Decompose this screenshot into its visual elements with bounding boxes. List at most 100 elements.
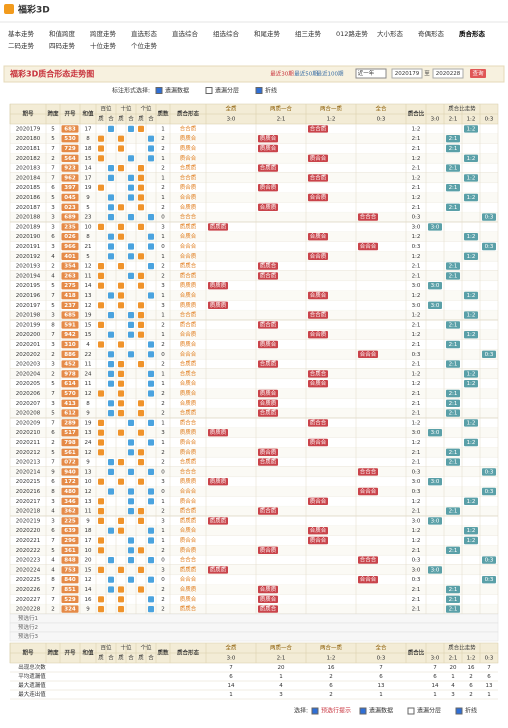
- position-mark: [148, 557, 154, 564]
- number-bg: [61, 536, 79, 545]
- checkbox[interactable]: [455, 707, 463, 715]
- nav-link[interactable]: 和尾走势: [254, 29, 281, 38]
- stat-value: 1: [379, 692, 383, 698]
- sum-cell: 13: [85, 499, 92, 505]
- span-cell: 5: [51, 303, 55, 309]
- nav-link[interactable]: 012路走势: [336, 29, 368, 38]
- quick-range[interactable]: 最近100期: [317, 70, 344, 78]
- trend-chip: [428, 282, 442, 290]
- number-bg: [61, 546, 79, 554]
- position-mark: [138, 361, 144, 368]
- sub-header: 合: [128, 654, 134, 662]
- sum-cell: 13: [85, 293, 92, 299]
- stat-value: 3: [279, 692, 283, 698]
- period-cell: 2020213: [16, 460, 41, 466]
- shape-cell: 合合质: [180, 124, 197, 132]
- nav-link[interactable]: 四码走势: [49, 41, 76, 50]
- row-shade: [10, 525, 498, 536]
- number-bg: [61, 135, 79, 143]
- sub-header: 0:3: [377, 656, 386, 662]
- ratio-cell: 3:0: [412, 430, 421, 436]
- group-chip: [258, 605, 278, 613]
- position-mark: [98, 606, 104, 613]
- period-cell: 2020210: [16, 430, 41, 436]
- span-cell: 5: [51, 411, 55, 417]
- group-chip-text: 质合质: [260, 183, 277, 191]
- period-cell: 2020182: [16, 156, 41, 162]
- span-cell: 7: [51, 420, 55, 426]
- nav-link[interactable]: 组三走势: [295, 29, 322, 38]
- ratio-cell: 0:3: [412, 577, 421, 583]
- period-cell: 2020219: [16, 518, 41, 524]
- checkbox[interactable]: [205, 87, 213, 94]
- group-chip-text: 合质质: [260, 585, 277, 593]
- group-chip-text: 质质质: [210, 565, 227, 573]
- position-mark: [108, 410, 114, 417]
- primes-cell: 2: [161, 264, 165, 270]
- quick-range[interactable]: 最近50期: [294, 70, 318, 78]
- group-chip-text: 合合质: [310, 252, 327, 260]
- nav-link[interactable]: 跨度走势: [90, 29, 117, 38]
- position-mark: [118, 586, 124, 593]
- position-mark: [138, 125, 144, 132]
- nav-link[interactable]: 二码走势: [8, 41, 35, 50]
- checkbox[interactable]: [311, 707, 319, 715]
- ratio-cell: 0:3: [412, 558, 421, 564]
- group-chip: [258, 595, 278, 603]
- sum-cell: 15: [85, 332, 92, 338]
- stat-value: 1: [279, 674, 283, 680]
- sub-header: 1:2: [327, 656, 336, 662]
- span-cell: 4: [51, 509, 55, 515]
- column-header: 和值: [82, 649, 94, 657]
- nav-link[interactable]: 个位走势: [131, 41, 158, 50]
- nav-link[interactable]: 质合形态: [459, 29, 486, 38]
- checkbox[interactable]: [407, 707, 415, 715]
- footer-option: 遗漏数据: [369, 707, 393, 715]
- trend-chip: [464, 291, 478, 300]
- period-cell: 2020187: [16, 205, 41, 211]
- nav-link[interactable]: 大小形态: [377, 29, 404, 38]
- span-cell: 2: [51, 352, 55, 358]
- checkbox[interactable]: [155, 87, 163, 94]
- position-mark: [108, 468, 114, 475]
- group-chip-text: 质质合: [260, 595, 277, 603]
- position-mark: [108, 125, 114, 132]
- checkbox[interactable]: [255, 87, 263, 94]
- sum-cell: 11: [85, 509, 92, 515]
- row-shade: [10, 251, 498, 262]
- nav-link[interactable]: 直选形态: [131, 29, 158, 38]
- checkbox[interactable]: [359, 707, 367, 715]
- nav-link[interactable]: 和值跨度: [49, 29, 76, 38]
- position-mark: [118, 380, 124, 387]
- shape-cell: 合合合: [180, 575, 197, 583]
- trend-chip: [428, 478, 442, 486]
- ratio-cell: 2:1: [412, 597, 421, 603]
- position-mark: [148, 341, 154, 348]
- nav-link[interactable]: 基本走势: [8, 29, 35, 38]
- nav-link[interactable]: 奇偶形态: [418, 29, 445, 38]
- position-mark: [108, 253, 114, 260]
- group-chip-text: 质质质: [210, 222, 227, 230]
- group-chip: [358, 242, 378, 251]
- position-mark: [98, 547, 104, 554]
- shape-cell: 质质质: [180, 565, 197, 573]
- nav-link[interactable]: 直选综合: [172, 29, 199, 38]
- shape-cell: 质质质: [180, 222, 197, 230]
- submit-button[interactable]: [470, 69, 486, 78]
- nav-link[interactable]: 组选综合: [213, 29, 240, 38]
- sum-cell: 19: [85, 420, 92, 426]
- column-header: 期号: [22, 110, 34, 118]
- to-input[interactable]: [432, 68, 464, 79]
- quick-range[interactable]: 最近30期: [270, 70, 294, 78]
- sub-header: 2:1: [277, 656, 286, 662]
- nav-link[interactable]: 十位走势: [90, 41, 117, 50]
- ratio-cell: 2:1: [412, 401, 421, 407]
- from-input[interactable]: [391, 68, 423, 79]
- range-select[interactable]: [355, 68, 387, 79]
- position-mark: [128, 174, 134, 181]
- span-cell: 5: [51, 195, 55, 201]
- span-cell: 2: [51, 440, 55, 446]
- column-header: 期号: [22, 649, 34, 657]
- option-label: 遗漏数据: [165, 87, 189, 95]
- position-mark: [128, 194, 134, 201]
